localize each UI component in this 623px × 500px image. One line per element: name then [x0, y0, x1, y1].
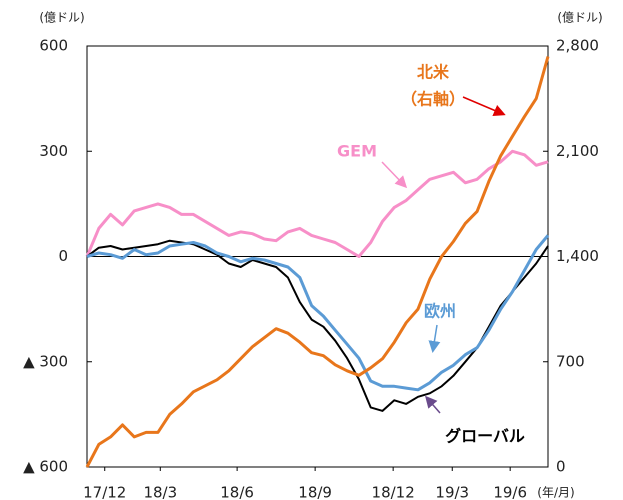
y2-unit-label: (億ドル): [557, 11, 602, 25]
arrow: [462, 96, 506, 117]
arrow: [428, 324, 441, 353]
x-tick-label: 18/6: [220, 484, 254, 500]
y2-tick-label: 2,100: [556, 142, 599, 160]
arrow: [381, 161, 408, 189]
y-unit-label: (億ドル): [39, 11, 84, 25]
series-line: [86, 239, 549, 412]
y2-tick-label: 2,800: [556, 37, 599, 55]
x-tick-label: 19/6: [493, 484, 527, 500]
y2-tick-label: 0: [556, 458, 566, 476]
x-tick-label: 19/3: [435, 484, 469, 500]
x-tick-label: 18/12: [372, 484, 415, 500]
annotation: 欧州: [424, 302, 456, 321]
annotation: 北米: [417, 63, 450, 82]
y-tick-label: ▲ 600: [23, 458, 68, 476]
y-tick-label: 300: [39, 142, 68, 160]
annotation: グローバル: [445, 427, 525, 446]
x-unit-label: (年/月): [537, 486, 574, 500]
y-tick-label: 0: [58, 247, 68, 265]
series-line: [86, 234, 550, 392]
y-tick-label: ▲ 300: [23, 352, 68, 370]
y2-tick-label: 700: [556, 352, 585, 370]
plot-area: [85, 45, 550, 471]
series-line: [85, 149, 549, 258]
x-tick-label: 17/12: [83, 484, 126, 500]
y2-tick-label: 1,400: [556, 247, 599, 265]
x-tick-label: 18/3: [143, 484, 177, 500]
annotation: （右軸）: [401, 90, 465, 109]
arrow: [425, 395, 441, 414]
y-tick-label: 600: [39, 37, 68, 55]
annotation: GEM: [337, 142, 377, 161]
x-tick-label: 18/9: [298, 484, 332, 500]
series-line: [85, 56, 550, 468]
